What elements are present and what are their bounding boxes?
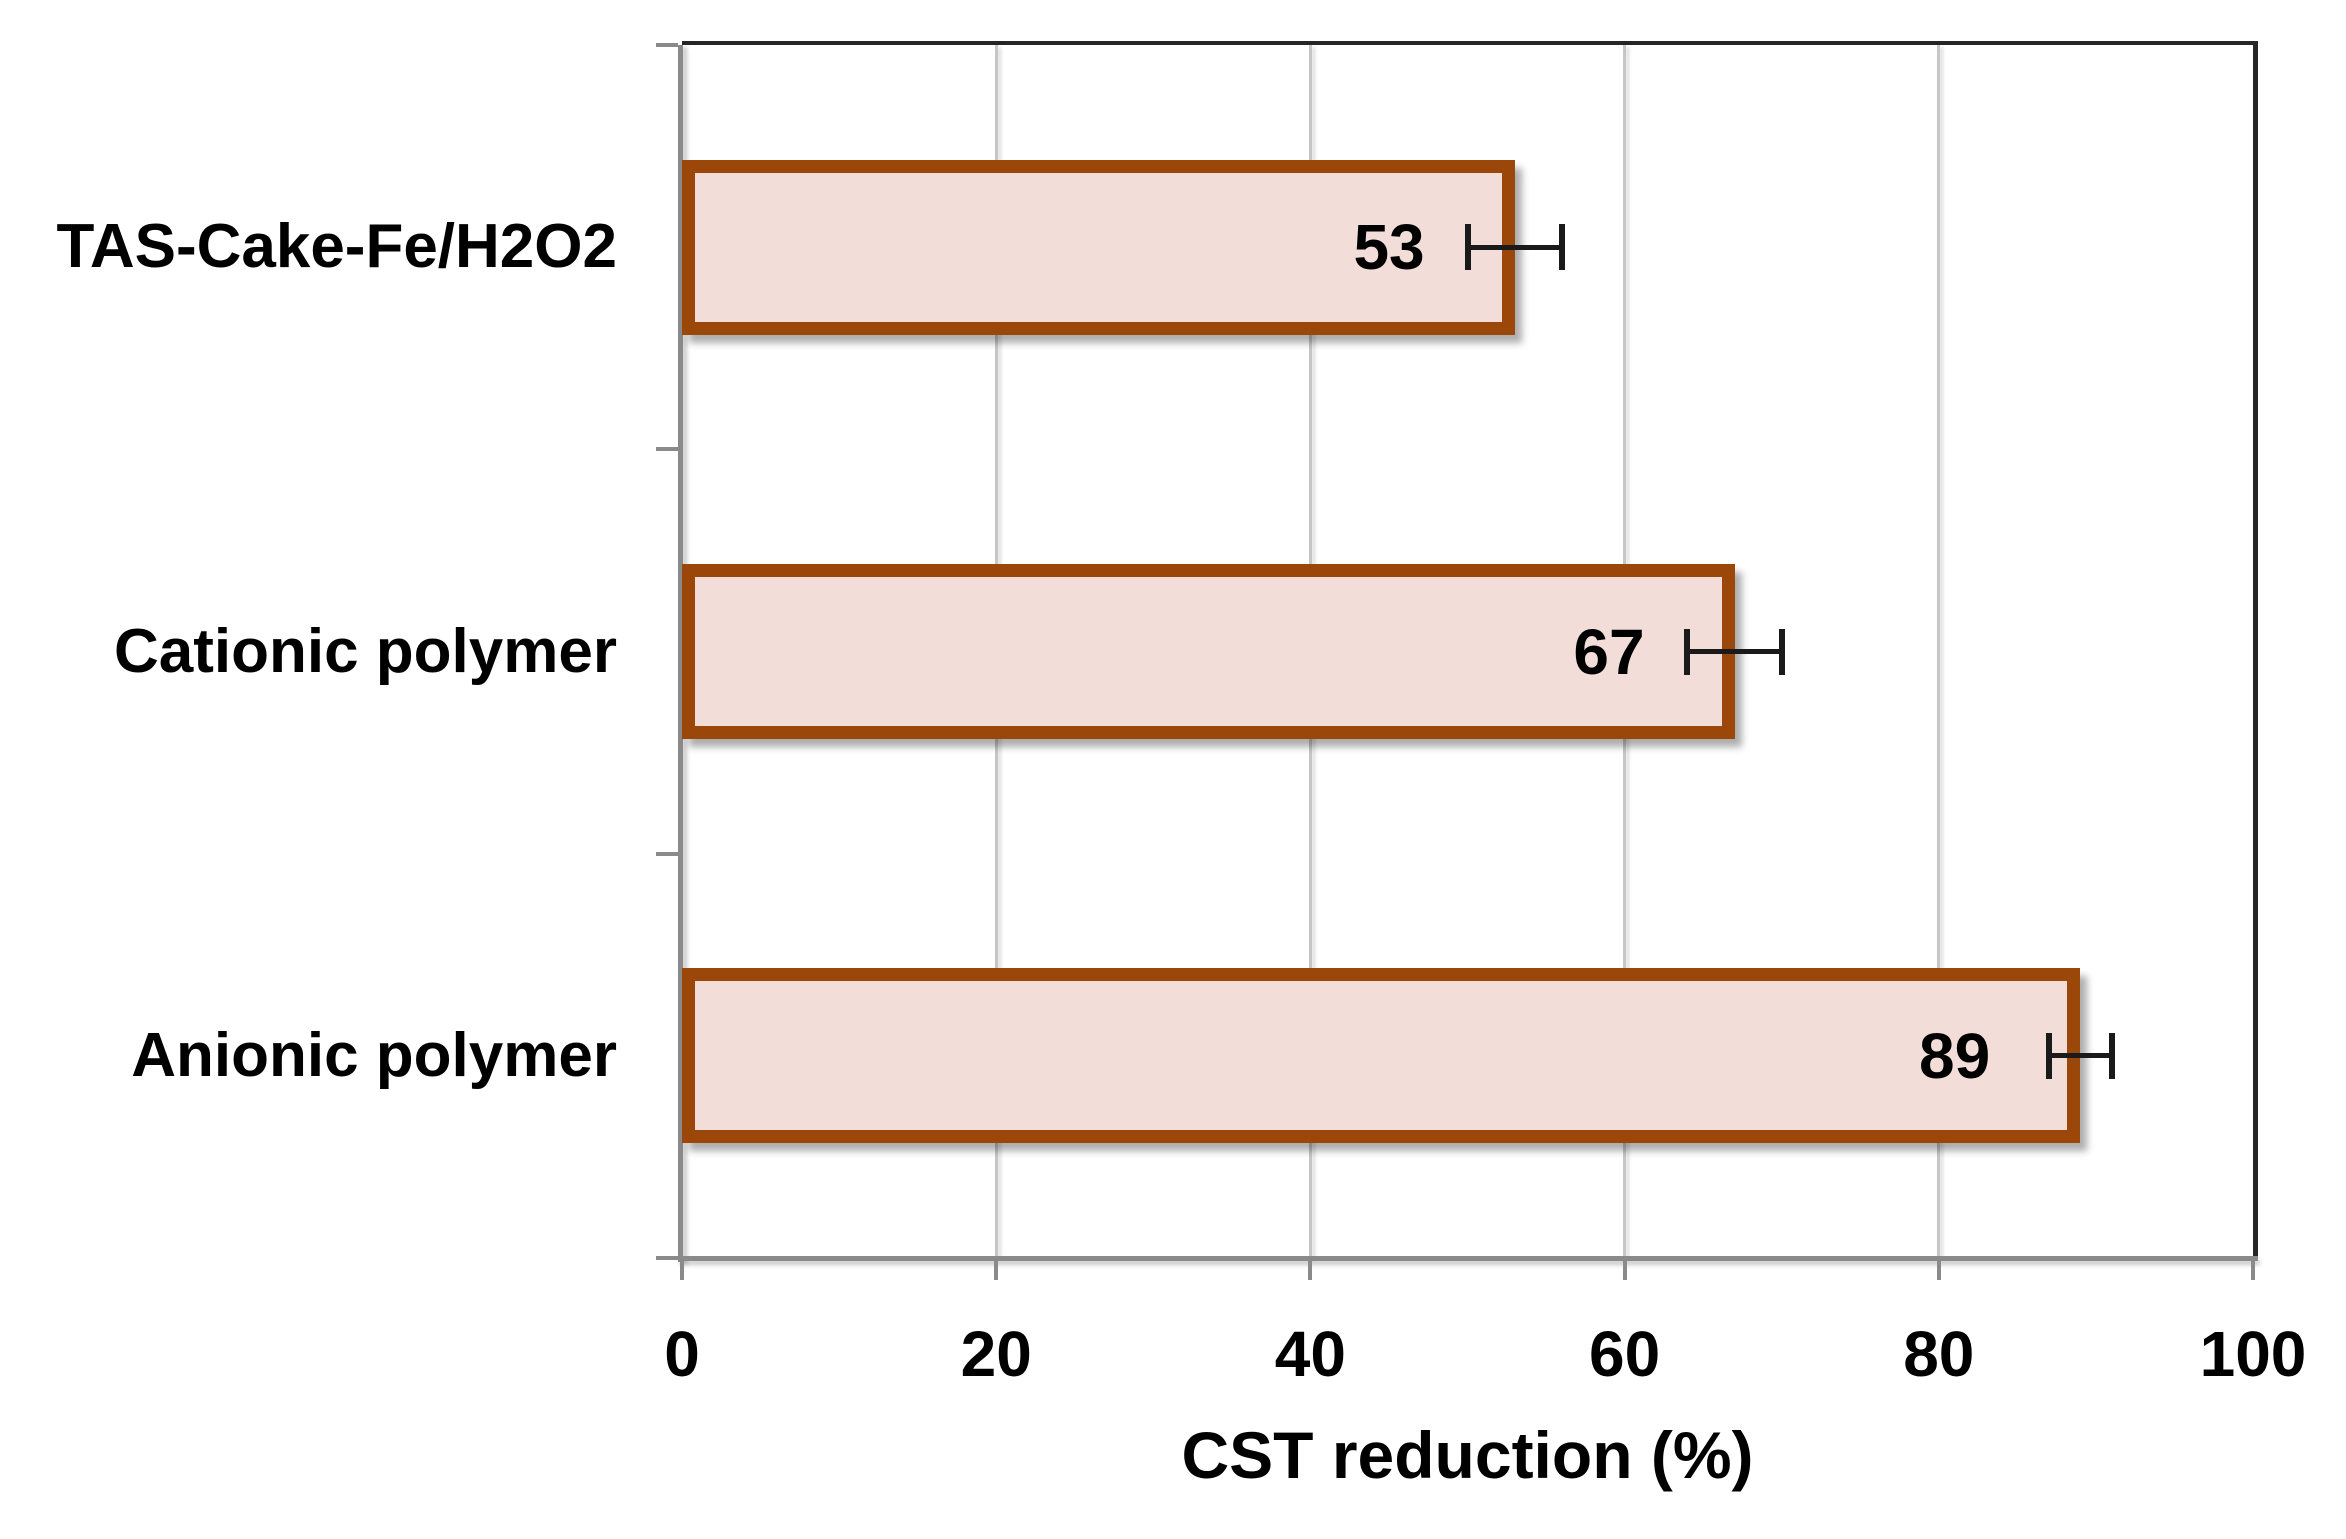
x-tick-20	[994, 1258, 999, 1280]
error-bar-line-0	[1467, 244, 1562, 250]
y-axis-line	[678, 45, 683, 1262]
x-tick-label-40: 40	[1274, 1318, 1346, 1390]
x-tick-label-60: 60	[1589, 1318, 1661, 1390]
error-bar-cap-right-0	[1558, 224, 1565, 271]
x-tick-0	[680, 1258, 684, 1280]
error-bar-cap-left-0	[1464, 224, 1471, 271]
bar-value-label-1: 67	[1573, 615, 1645, 688]
bar-value-label-2: 89	[1919, 1019, 1991, 1092]
y-tick-2	[656, 851, 678, 856]
error-bar-cap-right-2	[2108, 1032, 2115, 1079]
x-tick-label-0: 0	[664, 1318, 700, 1390]
bar-0	[682, 159, 1515, 335]
y-tick-3	[656, 1256, 678, 1260]
error-bar-cap-right-1	[1778, 628, 1785, 675]
error-bar-cap-left-2	[2045, 1032, 2052, 1079]
category-label-1: Cationic polymer	[114, 616, 617, 686]
x-tick-100	[2251, 1258, 2255, 1280]
bar-2	[682, 968, 2081, 1144]
error-bar-line-1	[1687, 649, 1782, 654]
gridline-80	[1937, 45, 1941, 1258]
x-tick-60	[1622, 1258, 1627, 1280]
bar-1	[682, 564, 1735, 739]
category-label-0: TAS-Cake-Fe/H2O2	[56, 212, 617, 282]
x-tick-80	[1936, 1258, 1941, 1280]
x-tick-label-100: 100	[2199, 1318, 2307, 1390]
x-tick-label-20: 20	[960, 1318, 1032, 1390]
x-tick-40	[1308, 1258, 1313, 1280]
x-tick-label-80: 80	[1903, 1318, 1975, 1390]
y-tick-0	[656, 43, 678, 47]
error-bar-cap-left-1	[1684, 628, 1691, 675]
x-axis-line	[678, 1256, 2258, 1261]
y-tick-1	[656, 447, 678, 452]
bar-value-label-0: 53	[1353, 211, 1425, 284]
category-label-2: Anionic polymer	[131, 1020, 617, 1090]
plot-area	[682, 41, 2258, 1258]
error-bar-line-2	[2048, 1053, 2112, 1059]
x-axis-title: CST reduction (%)	[1181, 1418, 1754, 1492]
